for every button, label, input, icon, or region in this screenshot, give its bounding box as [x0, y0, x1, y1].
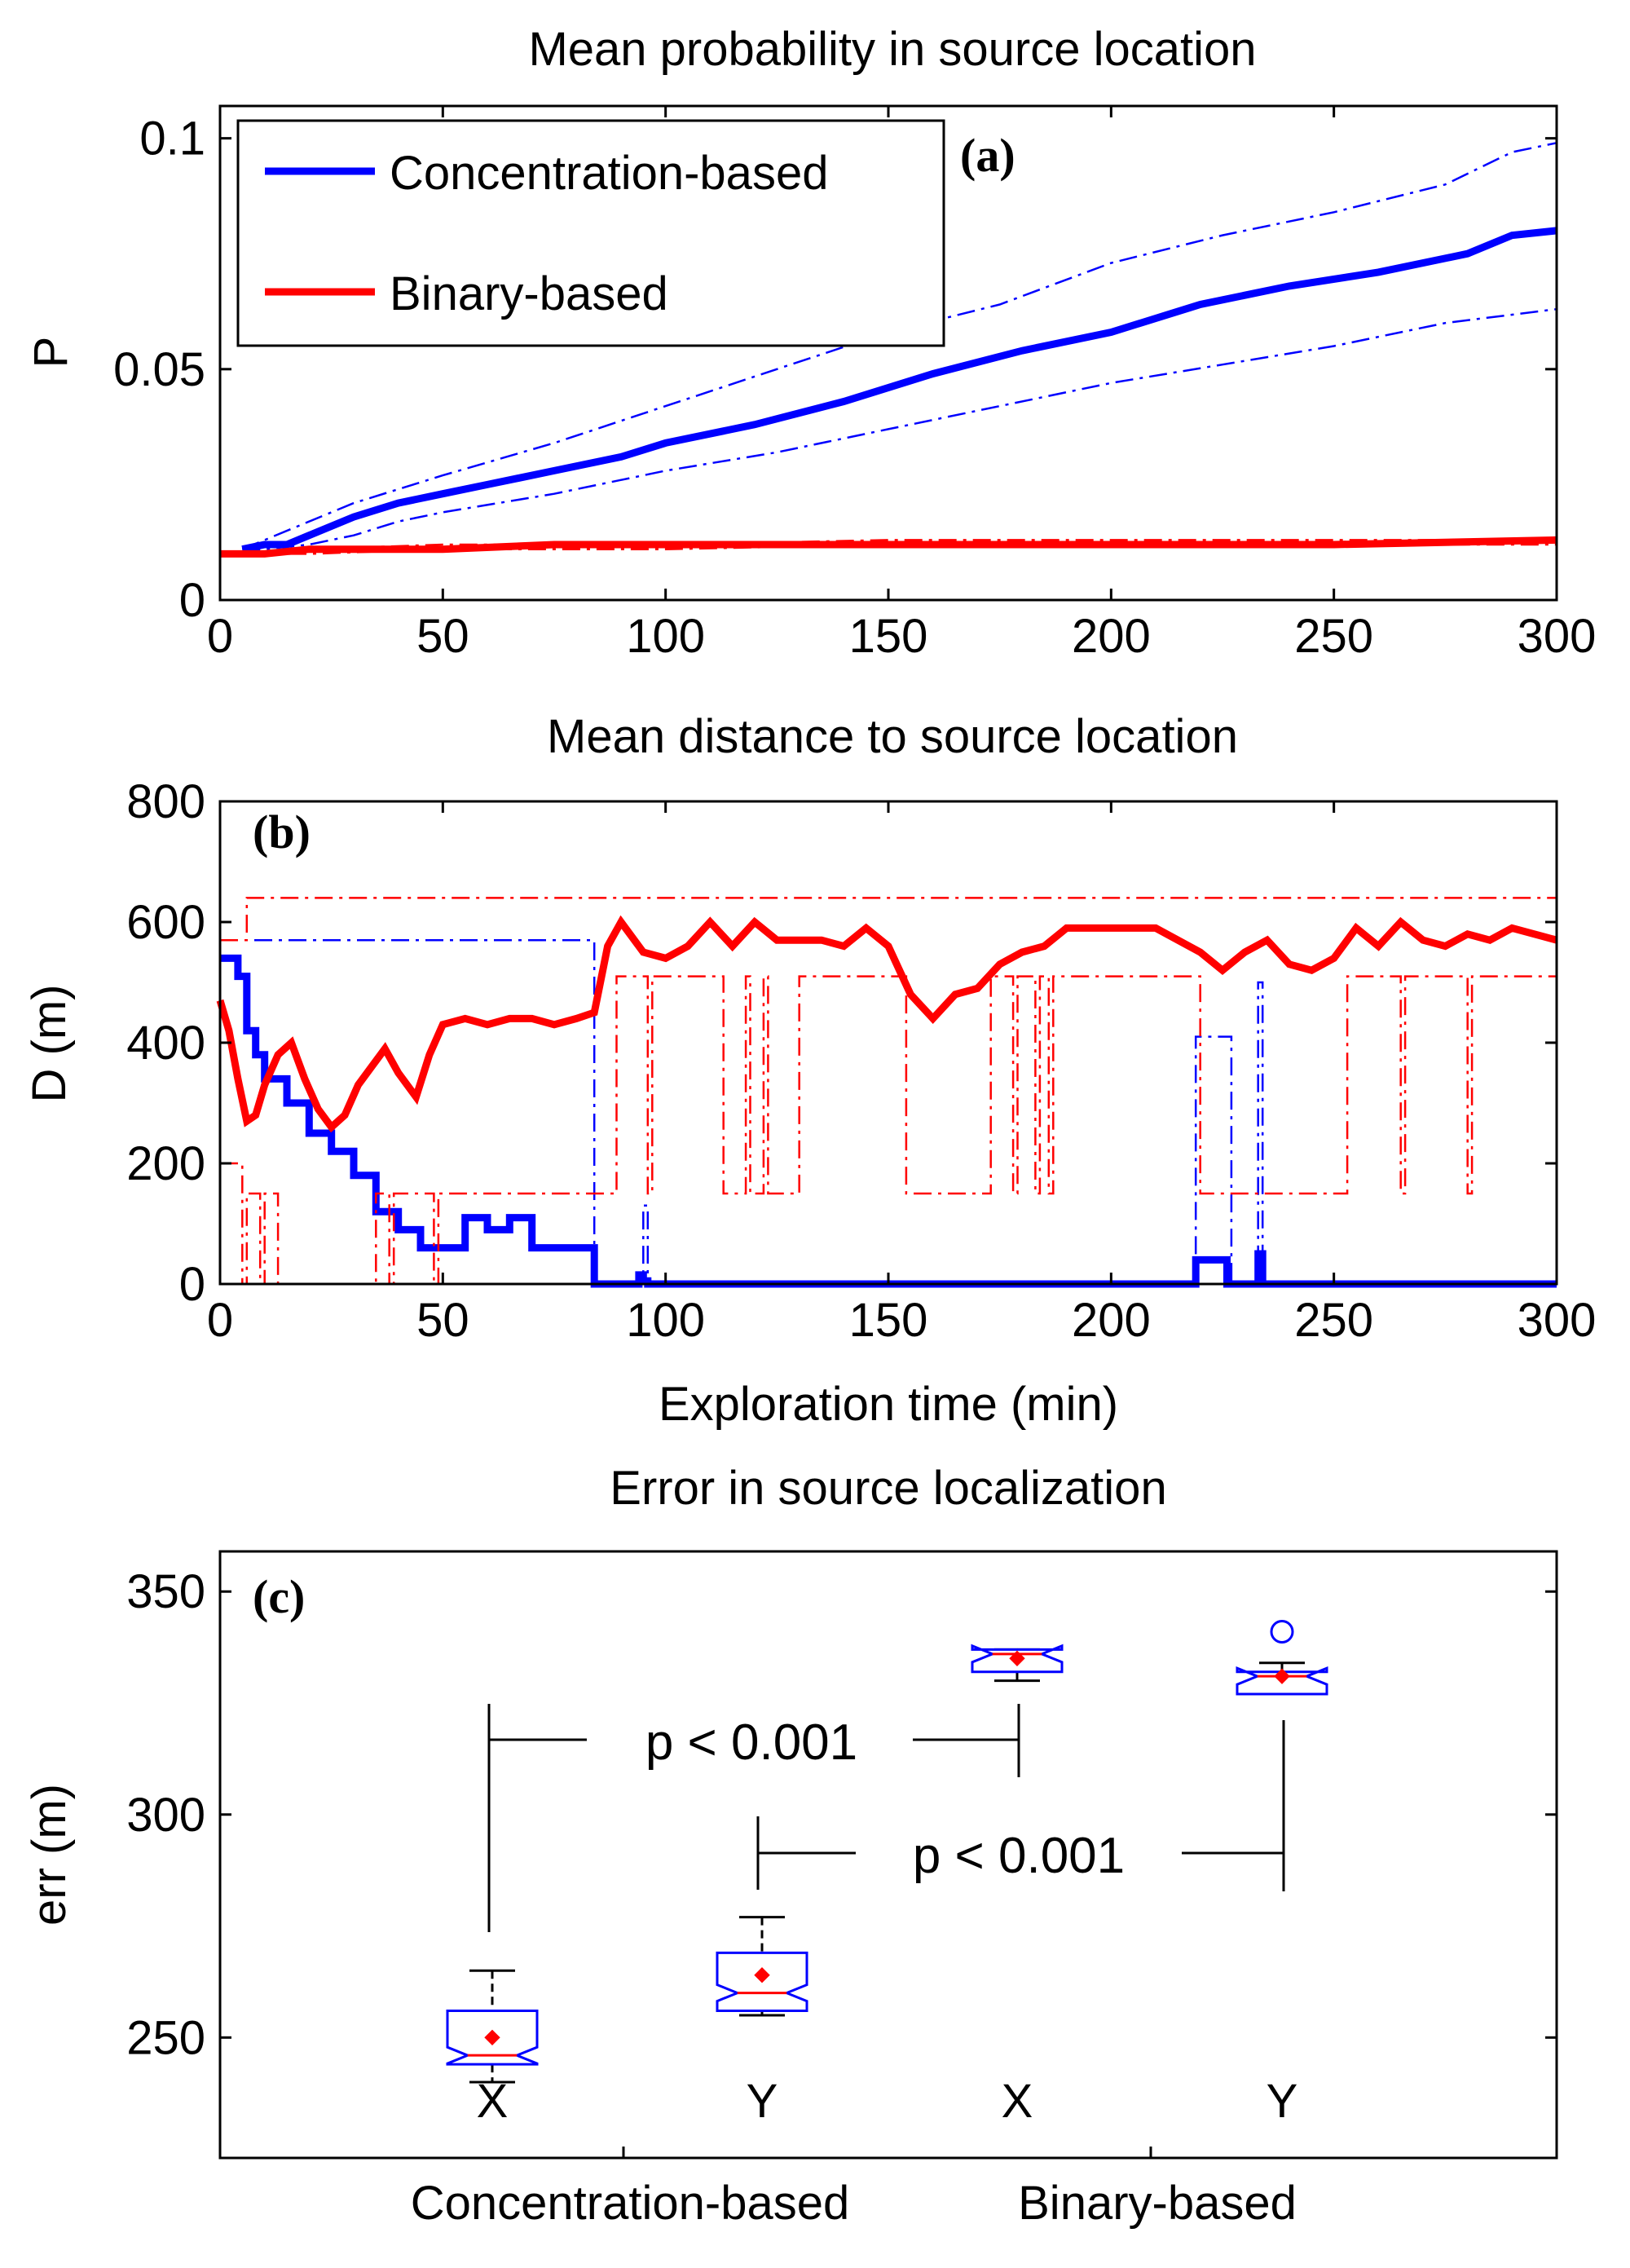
- panel-a-tag: (a): [960, 129, 1015, 182]
- significance-bracket-x: [487, 1704, 1020, 1932]
- y-tick-label: 250: [126, 2011, 205, 2064]
- x-tick-label: 100: [626, 610, 705, 663]
- mean-marker: [754, 1967, 770, 1983]
- x-tick-label: 250: [1294, 1294, 1373, 1347]
- x-tick-label: 200: [1072, 1294, 1151, 1347]
- panel-a-ylabel: P: [24, 337, 77, 368]
- series-line-binary-based-lower: [220, 543, 1557, 555]
- series-line-concentration-based-upper: [241, 142, 1557, 550]
- y-tick-label: 350: [126, 1565, 205, 1618]
- series-line-binary-based: [220, 536, 1557, 558]
- box-1: [716, 1916, 808, 2017]
- series-line-concentration-based: [220, 954, 1557, 1288]
- y-tick-label: 800: [126, 775, 205, 828]
- p-value-y: p < 0.001: [913, 1828, 1125, 1884]
- y-tick-label: 0.1: [139, 113, 205, 165]
- x-tick-label: 150: [849, 610, 928, 663]
- box-2: [971, 1644, 1064, 1683]
- panel-c-tag: (c): [253, 1570, 305, 1623]
- legend: Concentration-based Binary-based: [236, 119, 945, 347]
- significance-bracket-y: [756, 1720, 1285, 1891]
- mean-marker: [1274, 1668, 1290, 1684]
- box-label-bin-y: Y: [1267, 2075, 1298, 2128]
- x-tick-label: 300: [1518, 1294, 1597, 1347]
- y-tick-label: 300: [126, 1789, 205, 1842]
- x-tick-label: 0: [207, 1294, 233, 1347]
- panel-c-error: Error in source localization 250 300 350 e…: [23, 1462, 1558, 2230]
- x-tick-label: 0: [207, 610, 233, 663]
- group-label-binary: Binary-based: [1018, 2177, 1297, 2230]
- series-line-binary-based: [216, 915, 1558, 1133]
- box-0: [446, 1969, 539, 2084]
- box-3: [1236, 1619, 1328, 1696]
- panel-a-title: Mean probability in source location: [528, 23, 1256, 76]
- panel-c-title: Error in source localization: [610, 1462, 1166, 1515]
- legend-box: [236, 119, 945, 347]
- panel-b-distance: Mean distance to source location 0 50 100 1…: [23, 710, 1596, 1431]
- series-line-binary-based-upper: [220, 897, 1557, 942]
- panel-c-ticks: 250 300 350: [126, 1565, 1557, 2064]
- group-label-concentration: Concentration-based: [411, 2177, 849, 2230]
- x-tick-label: 100: [626, 1294, 705, 1347]
- mean-marker: [484, 2029, 500, 2045]
- p-value-x: p < 0.001: [645, 1714, 857, 1771]
- x-tick-label: 250: [1294, 610, 1373, 663]
- panel-b-xlabel: Exploration time (min): [659, 1378, 1118, 1431]
- series-line-concentration-based: [241, 227, 1557, 554]
- legend-label-binary: Binary-based: [390, 267, 668, 320]
- panel-b-frame: [218, 800, 1558, 1286]
- y-tick-label: 200: [126, 1137, 205, 1190]
- y-tick-label: 0: [179, 574, 205, 627]
- y-tick-label: 600: [126, 896, 205, 949]
- x-tick-label: 300: [1518, 610, 1597, 663]
- panel-a-probability: Mean probability in source location 0 50 1…: [24, 23, 1596, 663]
- y-tick-label: 0: [179, 1258, 205, 1311]
- outlier-marker: [1270, 1619, 1294, 1644]
- x-tick-label: 200: [1072, 610, 1151, 663]
- legend-label-concentration: Concentration-based: [390, 147, 828, 200]
- x-tick-label: 50: [416, 610, 469, 663]
- series-line-concentration-based-lower: [242, 307, 1557, 550]
- box-label-conc-x: X: [477, 2075, 509, 2128]
- mean-marker: [1009, 1650, 1025, 1666]
- panel-b-ylabel: D (m): [23, 985, 76, 1103]
- y-tick-label: 400: [126, 1017, 205, 1070]
- series-line-binary-based-upper: [219, 539, 1557, 555]
- panel-a-ticks: 0 50 100 150 200 250 300 0 0.05 0.1: [113, 106, 1596, 663]
- box-label-bin-x: X: [1002, 2075, 1033, 2128]
- panel-b-title: Mean distance to source location: [547, 710, 1238, 763]
- panel-c-frame: [218, 1550, 1558, 2160]
- panel-b-plot-area: [216, 897, 1558, 1288]
- panel-c-ylabel: err (m): [23, 1784, 76, 1926]
- y-tick-label: 0.05: [113, 343, 205, 396]
- category-separators: [622, 2147, 1152, 2158]
- box-label-conc-y: Y: [747, 2075, 778, 2128]
- panel-a-plot-area: [219, 142, 1557, 558]
- x-tick-label: 50: [416, 1294, 469, 1347]
- panel-b-ticks: 0 50 100 150 200 250 300 0 200 400 600 800: [126, 775, 1596, 1347]
- panel-c-boxes: [446, 1619, 1328, 2084]
- panel-b-tag: (b): [253, 805, 311, 858]
- x-tick-label: 150: [849, 1294, 928, 1347]
